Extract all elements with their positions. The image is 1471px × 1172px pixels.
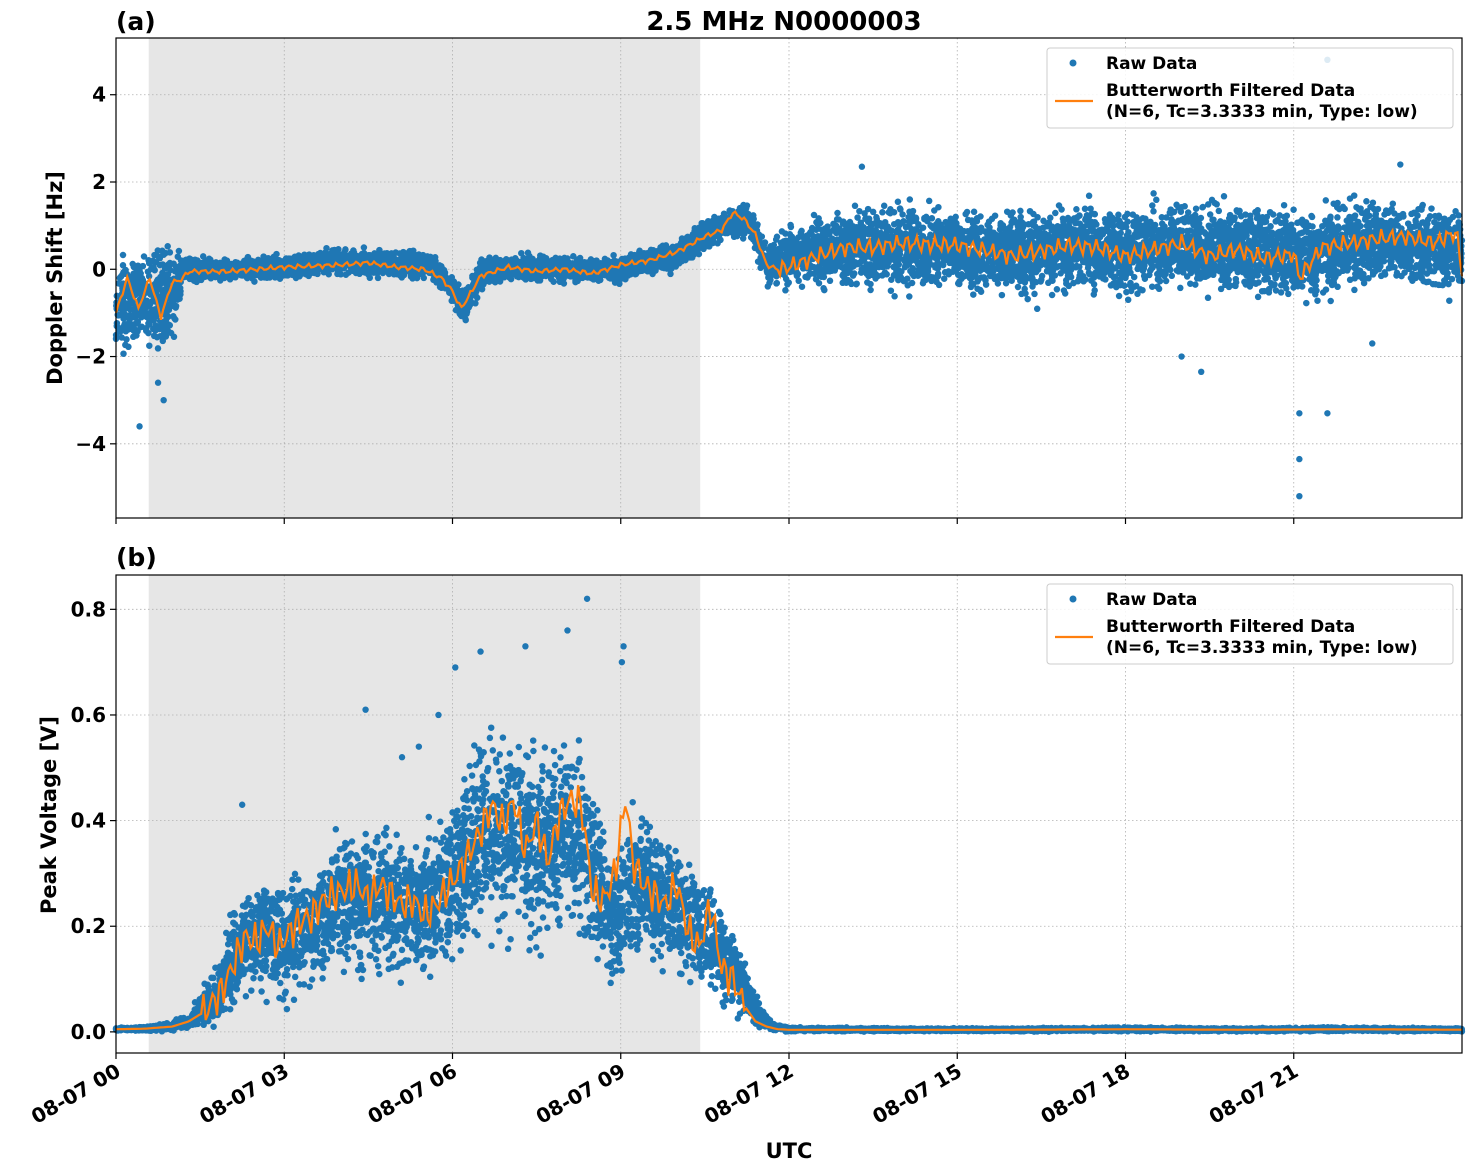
legend-raw-marker (1069, 59, 1077, 67)
y-tick-label: 0.2 (71, 914, 106, 938)
x-tick-label: 08-07 00 (27, 1059, 125, 1129)
x-tick-label: 08-07 12 (700, 1059, 798, 1129)
raw-data-point (1296, 492, 1303, 500)
y-tick-label: 2 (92, 170, 106, 194)
panel-a-y-axis-ticks: −4 −2 0 2 4 (75, 83, 116, 456)
y-tick-label: 0.6 (71, 703, 106, 727)
x-axis-tick-labels: 08-07 00 08-07 03 08-07 06 08-07 09 08-07 12… (27, 1059, 1302, 1129)
chart-title: 2.5 MHz N0000003 (646, 7, 921, 37)
y-tick-label: 4 (92, 83, 106, 107)
raw-data-point (1324, 410, 1331, 417)
raw-data-point (583, 595, 591, 602)
raw-data-point (415, 743, 423, 750)
raw-data-point (435, 711, 442, 719)
x-tick-label: 08-07 06 (363, 1059, 461, 1129)
raw-data-point (160, 396, 167, 404)
raw-data-point (136, 423, 143, 430)
panel-a-filtered-line (114, 210, 1464, 321)
raw-data-point (154, 379, 162, 386)
raw-data-point (1397, 161, 1404, 168)
raw-data-point (858, 163, 866, 170)
y-tick-label: 0.8 (71, 597, 106, 621)
x-axis-label: UTC (766, 1139, 813, 1163)
raw-data-point (564, 627, 571, 634)
panel-a: −4 −2 0 2 4 (a) 2.5 MHz N0000003 Doppler Shi… (43, 7, 1466, 524)
raw-data-point (522, 643, 529, 650)
y-tick-label: 0.0 (71, 1020, 106, 1044)
panel-b: 0.0 0.2 0.4 0.6 0.8 (b) Peak Voltage [V] Raw… (27, 543, 1466, 1163)
x-tick-label: 08-07 18 (1036, 1059, 1134, 1129)
panel-b-y-axis-ticks: 0.0 0.2 0.4 0.6 0.8 (71, 597, 116, 1044)
legend-raw-label: Raw Data (1106, 54, 1197, 74)
legend-box (1046, 47, 1454, 129)
raw-data-point (620, 643, 627, 650)
y-tick-label: −4 (75, 432, 106, 456)
panel-b-x-axis-ticks (115, 1053, 1295, 1059)
panel-a-legend: Raw Data Butterworth Filtered Data (N=6,… (1046, 47, 1454, 129)
legend-box (1046, 583, 1454, 665)
raw-data-point (477, 648, 484, 655)
legend-raw-marker (1069, 595, 1077, 603)
panel-b-legend: Raw Data Butterworth Filtered Data (N=6,… (1046, 583, 1454, 665)
y-tick-label: 0 (92, 257, 106, 281)
raw-data-point (618, 658, 626, 666)
x-tick-label: 08-07 15 (868, 1059, 966, 1129)
legend-raw-label: Raw Data (1106, 590, 1197, 610)
panel-a-y-axis-label: Doppler Shift [Hz] (43, 171, 67, 385)
raw-data-point (362, 706, 369, 713)
panel-a-label: (a) (116, 7, 156, 36)
legend-filtered-label-line2: (N=6, Tc=3.3333 min, Type: low) (1106, 102, 1418, 122)
raw-data-point (1369, 340, 1376, 347)
raw-data-point (1178, 353, 1185, 360)
raw-data-point (1296, 455, 1303, 463)
raw-data-point (452, 664, 459, 671)
y-tick-label: 0.4 (71, 809, 106, 833)
legend-filtered-label-line1: Butterworth Filtered Data (1106, 617, 1355, 637)
panel-b-y-axis-label: Peak Voltage [V] (37, 716, 61, 914)
legend-filtered-label-line2: (N=6, Tc=3.3333 min, Type: low) (1106, 638, 1418, 658)
panel-b-label: (b) (116, 543, 157, 572)
raw-data-point (238, 801, 246, 808)
x-tick-label: 08-07 03 (195, 1059, 293, 1129)
y-tick-label: −2 (75, 345, 106, 369)
legend-filtered-label-line1: Butterworth Filtered Data (1106, 81, 1355, 101)
raw-data-point (1198, 368, 1205, 376)
panel-a-x-axis-ticks (115, 518, 1295, 524)
raw-data-point (398, 754, 406, 761)
x-tick-label: 08-07 09 (532, 1059, 630, 1129)
panel-b-filtered-line (116, 785, 1463, 1031)
x-tick-label: 08-07 21 (1205, 1059, 1303, 1129)
raw-data-point (1296, 410, 1303, 417)
